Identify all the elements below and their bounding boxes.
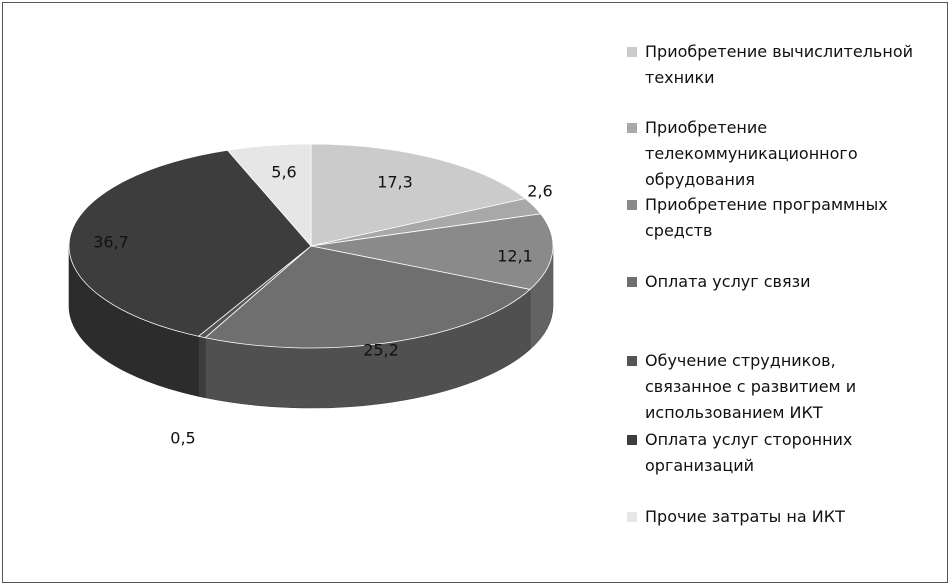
pie-top-faces [68, 143, 554, 349]
legend-swatch [627, 47, 637, 57]
legend-swatch [627, 435, 637, 445]
pie-slice-6 [68, 149, 312, 337]
legend-swatch [627, 200, 637, 210]
legend-label: Приобретение программных средств [645, 195, 888, 240]
legend-label: Приобретение вычислительной техники [645, 42, 913, 87]
pie-side-walls [68, 245, 554, 409]
legend-swatch [627, 277, 637, 287]
legend-label: Обучение струдников, связанное с развити… [645, 351, 857, 422]
data-label-5: 0,5 [170, 429, 195, 448]
data-label-4: 25,2 [363, 341, 399, 360]
pie-slice-7 [226, 143, 312, 248]
pie-slice-1 [310, 143, 527, 247]
data-label-7: 5,6 [271, 163, 296, 182]
legend-swatch [627, 512, 637, 522]
pie-slice-3 [310, 213, 554, 290]
data-label-1: 17,3 [377, 173, 413, 192]
legend-label: Оплата услуг связи [645, 272, 811, 291]
legend-label: Прочие затраты на ИКТ [645, 507, 845, 526]
pie-side-5 [198, 335, 206, 399]
legend-swatch [627, 123, 637, 133]
legend-label: Приобретение телекоммуникационного обруд… [645, 118, 858, 189]
pie-chart: 17,3 2,6 12,1 25,2 0,5 36,7 5,6 [68, 143, 554, 448]
data-label-2: 2,6 [527, 182, 552, 201]
legend-label: Оплата услуг сторонних организаций [645, 430, 853, 475]
legend-swatch [627, 356, 637, 366]
data-label-6: 36,7 [93, 233, 129, 252]
data-label-3: 12,1 [497, 247, 533, 266]
pie-slice-4 [204, 245, 531, 349]
